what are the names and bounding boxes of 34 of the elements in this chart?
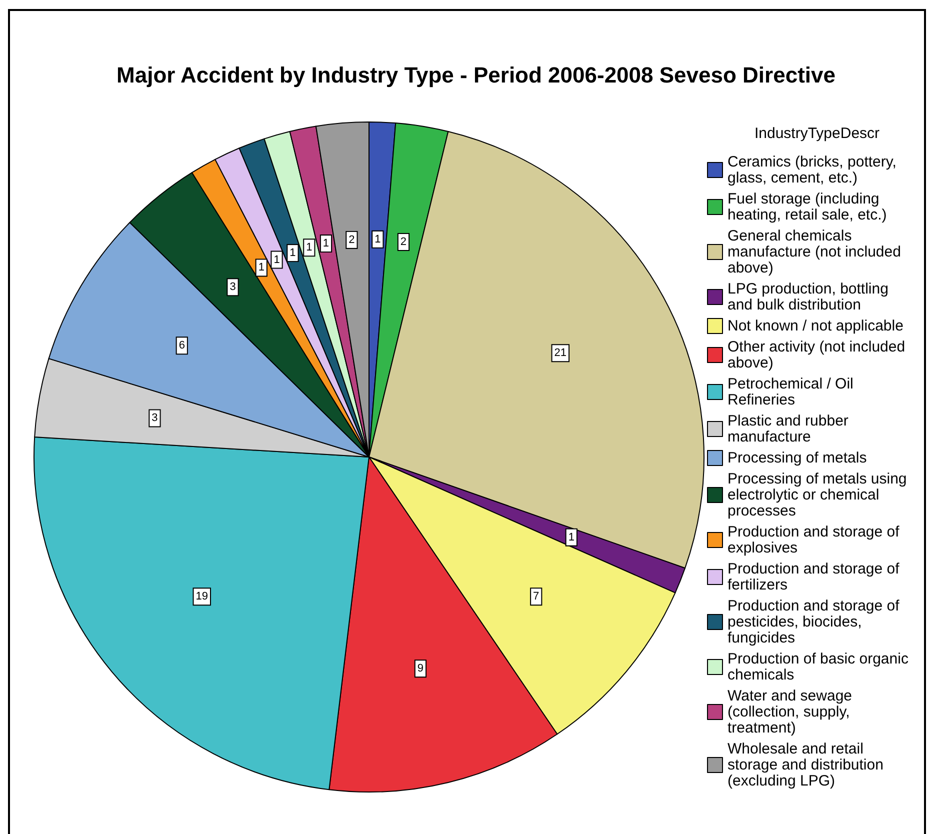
chart-title: Major Accident by Industry Type - Period 2006-2008 Seveso Directive (116, 62, 836, 88)
data-label: 1 (568, 531, 574, 544)
data-label: 19 (196, 590, 208, 603)
legend-label: General chemicals manufacture (not included above) (728, 228, 906, 276)
data-label: 2 (400, 236, 407, 248)
legend-label: Fuel storage (including heating, retail sale, etc.) (728, 190, 887, 224)
legend-label: Production and storage of pesticides, biocides, fungicides (728, 598, 904, 646)
data-label: 1 (290, 247, 296, 260)
legend-title: IndustryTypeDescr (754, 125, 880, 142)
legend-label: Processing of metals using electrolytic or chemical processes (728, 470, 911, 520)
data-label: 1 (274, 254, 280, 266)
legend-label: Other activity (not included above) (728, 338, 910, 372)
data-label: 1 (258, 262, 264, 274)
data-label: 6 (178, 340, 185, 352)
data-label: 9 (417, 662, 424, 675)
legend-label: Production of basic organic chemicals (728, 650, 913, 684)
data-label: 2 (348, 234, 355, 246)
legend-label: Plastic and rubber manufacture (728, 412, 853, 446)
legend-label: Wholesale and retail storage and distribution (excluding LPG) (728, 740, 888, 790)
legend-label: Petrochemical / Oil Refineries (728, 376, 858, 408)
legend-label: LPG production, bottling and bulk distribution (728, 280, 893, 314)
data-label: 3 (152, 412, 158, 424)
data-label: 1 (374, 233, 381, 246)
data-label: 7 (533, 590, 540, 603)
legend-label: Processing of metals (728, 450, 867, 466)
legend-label: Not known / not applicable (728, 318, 904, 334)
data-label: 1 (322, 238, 330, 250)
legend-label: Production and storage of explosives (728, 524, 904, 556)
data-label: 3 (230, 281, 236, 294)
data-label: 1 (306, 242, 312, 254)
legend-label: Water and sewage (collection, supply, treatment) (728, 688, 856, 736)
data-label: 21 (554, 347, 567, 360)
legend-label: Ceramics (bricks, pottery, glass, cement, etc.) (728, 154, 901, 186)
legend-label: Production and storage of fertilizers (728, 560, 904, 594)
